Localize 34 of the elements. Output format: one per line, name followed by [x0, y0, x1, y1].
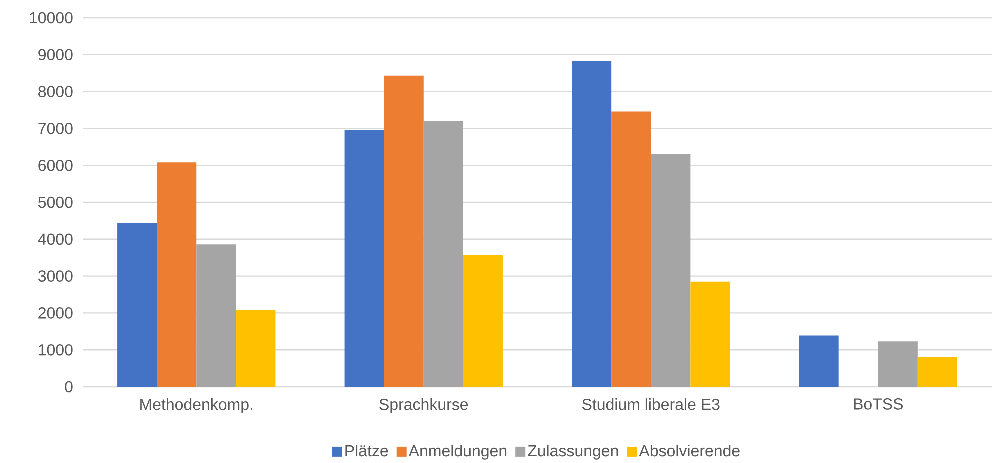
y-tick-label: 5000 [38, 196, 73, 208]
x-tick-label: Studium liberale E3 [582, 398, 720, 410]
bar [196, 244, 236, 387]
bar [918, 357, 958, 387]
y-tick-label: 9000 [38, 49, 73, 61]
bar [157, 162, 197, 387]
y-tick-label: 6000 [38, 160, 73, 172]
bar [651, 154, 691, 387]
x-tick-label: Sprachkurse [380, 398, 468, 414]
x-tick-label: Methodenkomp. [140, 398, 253, 414]
y-tick-label: 8000 [38, 86, 73, 98]
y-tick-label: 0 [65, 381, 73, 393]
x-tick-label: BoTSS [854, 398, 903, 410]
bar [424, 121, 464, 387]
legend-label: Absolvierende [639, 444, 740, 457]
bar [878, 342, 918, 387]
y-tick-label: 2000 [38, 308, 73, 319]
bar [612, 112, 652, 387]
bar [236, 310, 276, 387]
bar [384, 76, 424, 387]
bar [118, 224, 158, 387]
y-tick-label: 1000 [39, 344, 73, 356]
y-tick-label: 4000 [38, 234, 73, 246]
y-tick-label: 10000 [30, 12, 73, 24]
bar [690, 282, 730, 387]
legend-label: Anmeldungen [408, 444, 507, 460]
y-tick-label: 7000 [38, 123, 73, 134]
bar [344, 130, 384, 387]
y-tick-label: 3000 [38, 270, 73, 282]
legend-label: Zulassungen [528, 444, 618, 460]
legend-label: Plätze [346, 444, 388, 457]
bar [572, 62, 612, 387]
bar [799, 336, 839, 387]
bar [463, 255, 503, 387]
